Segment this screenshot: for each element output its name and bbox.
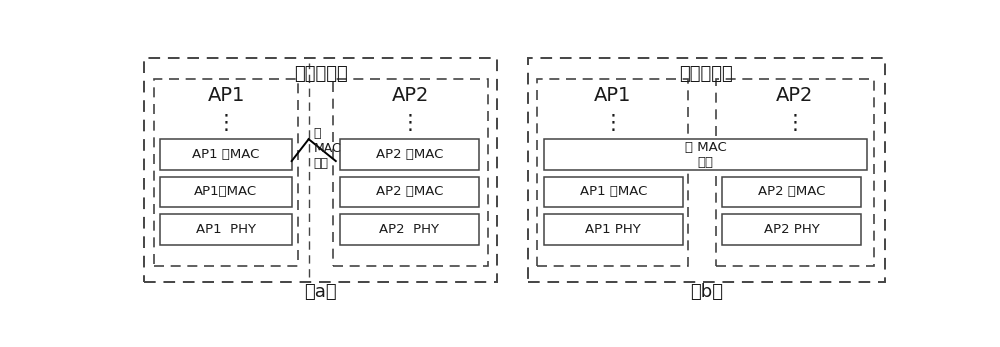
Bar <box>340 214 479 245</box>
Bar <box>716 79 874 266</box>
Text: AP1  PHY: AP1 PHY <box>196 223 256 236</box>
Bar <box>154 79 298 266</box>
Text: ⋮: ⋮ <box>603 113 624 133</box>
Bar <box>333 79 488 266</box>
Text: AP2: AP2 <box>776 86 814 104</box>
Bar <box>340 139 479 170</box>
Bar <box>528 58 885 282</box>
Text: AP2 PHY: AP2 PHY <box>764 223 819 236</box>
Text: 多链路设备: 多链路设备 <box>294 65 348 83</box>
Text: AP1: AP1 <box>594 86 632 104</box>
Bar <box>537 79 688 266</box>
Bar <box>160 214 292 245</box>
Bar <box>144 58 497 282</box>
Bar <box>544 214 683 245</box>
Bar <box>544 139 867 170</box>
Text: AP2 低MAC: AP2 低MAC <box>376 185 443 198</box>
Bar <box>544 177 683 207</box>
Text: AP1 PHY: AP1 PHY <box>585 223 641 236</box>
Bar <box>160 139 292 170</box>
Text: AP2 高MAC: AP2 高MAC <box>376 148 443 161</box>
Text: AP2 低MAC: AP2 低MAC <box>758 185 825 198</box>
Text: AP1低MAC: AP1低MAC <box>194 185 257 198</box>
Text: ⋮: ⋮ <box>215 113 236 133</box>
Bar <box>160 177 292 207</box>
Text: AP1: AP1 <box>207 86 245 104</box>
Text: ⋮: ⋮ <box>400 113 421 133</box>
Text: AP1 低MAC: AP1 低MAC <box>580 185 647 198</box>
Text: （b）: （b） <box>690 283 723 301</box>
Text: AP2: AP2 <box>392 86 429 104</box>
Bar <box>722 214 861 245</box>
Text: （a）: （a） <box>304 283 337 301</box>
Bar <box>722 177 861 207</box>
Text: 多链路设备: 多链路设备 <box>679 65 733 83</box>
Bar <box>340 177 479 207</box>
Text: AP2  PHY: AP2 PHY <box>379 223 439 236</box>
Text: ⋮: ⋮ <box>785 113 806 133</box>
Text: AP1 高MAC: AP1 高MAC <box>192 148 259 161</box>
Text: 高
MAC
独立: 高 MAC 独立 <box>313 127 341 170</box>
Text: 高 MAC
共享: 高 MAC 共享 <box>685 141 726 169</box>
